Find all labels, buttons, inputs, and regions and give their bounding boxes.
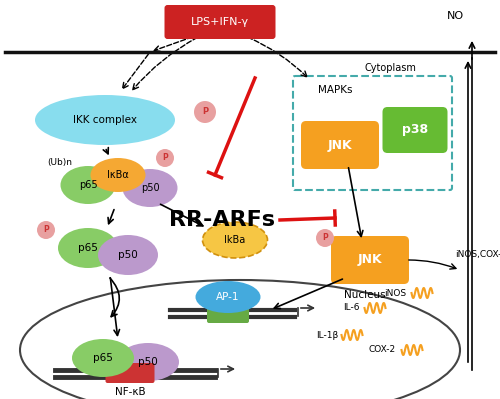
Text: p50: p50 [118, 250, 138, 260]
Ellipse shape [35, 95, 175, 145]
Text: P: P [162, 154, 168, 162]
Text: (Ub)n: (Ub)n [48, 158, 72, 166]
Text: IL-1β: IL-1β [316, 330, 338, 340]
Text: IκBα: IκBα [107, 170, 129, 180]
Ellipse shape [194, 101, 216, 123]
Text: JNK: JNK [328, 138, 352, 152]
FancyBboxPatch shape [301, 121, 379, 169]
Ellipse shape [202, 222, 268, 258]
Text: NO: NO [446, 11, 464, 21]
Text: Nucleus: Nucleus [344, 290, 386, 300]
Text: P: P [322, 233, 328, 243]
Ellipse shape [37, 221, 55, 239]
Text: p50: p50 [138, 357, 158, 367]
FancyBboxPatch shape [331, 236, 409, 284]
Text: AP-1: AP-1 [216, 292, 240, 302]
Text: IL-6: IL-6 [344, 304, 360, 312]
Ellipse shape [98, 235, 158, 275]
FancyBboxPatch shape [207, 303, 249, 323]
Ellipse shape [60, 166, 116, 204]
Text: p50: p50 [140, 183, 160, 193]
Text: IkBa: IkBa [224, 235, 246, 245]
Text: IKK complex: IKK complex [73, 115, 137, 125]
Ellipse shape [156, 149, 174, 167]
Ellipse shape [117, 343, 179, 381]
FancyBboxPatch shape [382, 107, 448, 153]
Text: MAPKs: MAPKs [318, 85, 352, 95]
Text: iNOS,COX-2: iNOS,COX-2 [455, 251, 500, 259]
Ellipse shape [72, 339, 134, 377]
Text: LPS+IFN-γ: LPS+IFN-γ [191, 17, 249, 27]
Ellipse shape [58, 228, 118, 268]
Text: p65: p65 [78, 180, 98, 190]
Text: NF-κB: NF-κB [114, 387, 146, 397]
Text: P: P [202, 107, 208, 117]
Ellipse shape [90, 158, 146, 192]
Ellipse shape [316, 229, 334, 247]
Text: Cytoplasm: Cytoplasm [364, 63, 416, 73]
Text: p65: p65 [93, 353, 113, 363]
FancyBboxPatch shape [106, 363, 154, 383]
Text: RR-ARFs: RR-ARFs [169, 210, 275, 230]
Text: iNOS: iNOS [384, 288, 406, 298]
Text: JNK: JNK [358, 253, 382, 267]
Text: P: P [43, 225, 49, 235]
FancyBboxPatch shape [164, 5, 276, 39]
Ellipse shape [122, 169, 178, 207]
Text: p65: p65 [78, 243, 98, 253]
Text: p38: p38 [402, 124, 428, 136]
Ellipse shape [196, 281, 260, 313]
Text: COX-2: COX-2 [369, 346, 396, 354]
